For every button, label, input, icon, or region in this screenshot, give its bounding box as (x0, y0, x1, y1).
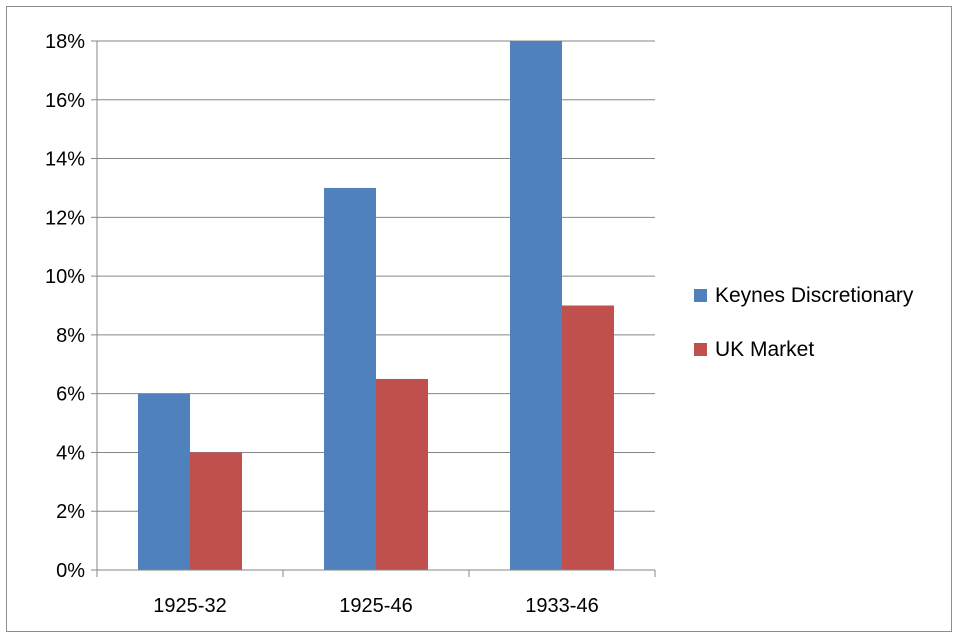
bar-keynes-discretionary-1925-46 (324, 187, 376, 570)
bars (138, 41, 614, 570)
legend-label: UK Market (715, 338, 814, 361)
y-tick-labels: 0% 2% 4% 6% 8% 10% 12% 14% 16% 18% (45, 31, 85, 582)
y-tick-label: 2% (56, 501, 85, 523)
bar-uk-market-1925-32 (190, 452, 242, 570)
legend: Keynes Discretionary UK Market (694, 284, 914, 361)
legend-swatch (694, 289, 707, 302)
legend-label: Keynes Discretionary (715, 284, 914, 307)
y-tick-label: 4% (56, 442, 85, 464)
bar-uk-market-1925-46 (376, 378, 428, 570)
y-tick-label: 10% (45, 266, 85, 288)
x-tick-label: 1925-46 (339, 595, 412, 617)
x-tick-label: 1933-46 (525, 595, 598, 617)
y-tick-label: 0% (56, 560, 85, 582)
y-tick-label: 16% (45, 90, 85, 112)
y-tick-label: 12% (45, 207, 85, 229)
bar-keynes-discretionary-1925-32 (138, 393, 190, 570)
y-tick-label: 18% (45, 31, 85, 53)
bar-uk-market-1933-46 (562, 305, 614, 570)
legend-swatch (694, 343, 707, 356)
x-tick-label: 1925-32 (153, 595, 226, 617)
x-tick-labels: 1925-32 1925-46 1933-46 (153, 595, 598, 617)
y-tick-label: 6% (56, 384, 85, 406)
bar-keynes-discretionary-1933-46 (510, 41, 562, 570)
y-tick-label: 14% (45, 149, 85, 171)
y-tick-label: 8% (56, 325, 85, 347)
axes (91, 40, 656, 577)
